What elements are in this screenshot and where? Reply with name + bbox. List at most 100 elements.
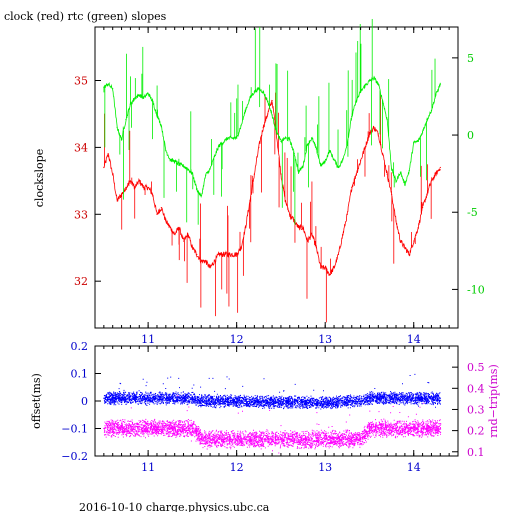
scatter-point [439,397,441,399]
scatter-point [324,438,326,440]
data-point-clock [218,253,220,256]
y-tick-label: 0.1 [71,368,89,381]
data-point-rtc [360,91,362,93]
x-tick-label: 13 [318,461,332,474]
scatter-point [360,400,362,402]
data-point-clock [103,166,105,169]
data-point-rtc [165,149,167,152]
data-point-rtc [368,80,371,82]
scatter-point [280,401,282,403]
y2-tick-label: 0.1 [467,446,485,459]
data-point-clock [280,173,282,175]
data-point-clock [147,186,149,189]
scatter-point [280,438,282,440]
data-point-rtc [421,131,424,133]
data-point-rtc [196,188,198,190]
data-point-rtc [187,168,189,170]
y-tick-label: 33 [74,208,88,221]
data-point-clock [373,126,375,128]
series-line-clock [103,99,441,276]
data-point-rtc [249,97,251,99]
data-point-clock [333,267,335,269]
data-point-rtc [382,100,384,102]
scatter-point [377,427,379,430]
data-point-rtc [236,137,238,139]
data-point-clock [138,180,140,182]
data-point-rtc [200,196,202,198]
data-point-clock [417,227,419,229]
data-point-rtc [120,139,123,141]
data-point-rtc [275,131,278,133]
data-point-rtc [169,159,171,161]
data-point-rtc [116,126,118,128]
data-point-clock [191,247,193,249]
data-point-rtc [315,148,317,150]
scatter-point [413,427,415,430]
data-point-clock [244,227,247,229]
data-point-clock [169,227,171,229]
data-point-clock [227,253,229,256]
data-point-clock [329,273,331,276]
data-point-rtc [258,88,260,90]
data-point-clock [430,180,433,182]
y-tick-label: 0 [81,395,88,408]
data-point-rtc [218,145,220,147]
data-point-clock [302,227,304,229]
data-point-rtc [147,92,149,94]
data-point-rtc [284,137,286,139]
data-point-rtc [240,125,242,127]
data-point-clock [404,247,406,249]
data-point-clock [116,200,118,202]
data-point-rtc [209,168,211,170]
data-point-rtc [377,83,379,85]
data-point-clock [298,227,300,229]
data-point-clock [382,153,384,155]
data-point-clock [306,240,309,242]
data-point-rtc [373,77,375,79]
data-point-clock [271,99,273,102]
data-point-clock [408,253,410,256]
y2-tick-label: -5 [467,206,478,219]
data-point-rtc [293,152,295,155]
scatter-point [200,438,202,440]
data-point-clock [205,260,207,262]
scatter-point [191,427,193,430]
data-point-rtc [151,100,154,102]
footer-caption: 2016-10-10 charge.physics.ubc.ca [79,501,270,512]
scatter-point [368,427,371,430]
data-point-clock [311,233,313,235]
data-point-rtc [280,140,282,142]
data-point-clock [351,186,353,189]
data-point-clock [377,133,379,135]
data-point-clock [249,200,251,202]
data-point-rtc [342,159,344,161]
data-point-clock [289,213,291,215]
scatter-cloud [103,391,442,410]
data-point-clock [107,153,109,155]
data-point-rtc [346,142,348,144]
y-tick-label: 0.2 [71,340,89,353]
data-point-rtc [134,97,136,99]
scatter-point [103,427,105,430]
data-point-rtc [408,169,410,172]
top-panel-frame [94,26,459,329]
y2-tick-label: 0.5 [467,361,485,374]
data-point-clock [346,213,348,215]
data-point-clock [160,207,163,209]
data-point-clock [187,233,189,235]
data-point-clock [267,113,269,115]
x-tick-label: 14 [407,461,421,474]
data-point-rtc [329,149,331,152]
scatter-point [439,427,441,430]
data-point-clock [324,267,326,269]
data-point-rtc [182,165,185,167]
data-point-rtc [289,139,291,141]
data-point-clock [143,186,145,189]
data-point-clock [320,267,322,269]
bottom-panel: 11 12 13 14 −0.2 −0.1 0 0.1 0.2 0.1 0.2 0.3 0.4 0.5 o… [30,340,500,474]
data-point-rtc [426,119,428,121]
data-point-clock [395,220,397,222]
data-point-clock [399,240,402,242]
scatter-point [200,400,202,402]
x-tick-label: 12 [230,461,244,474]
